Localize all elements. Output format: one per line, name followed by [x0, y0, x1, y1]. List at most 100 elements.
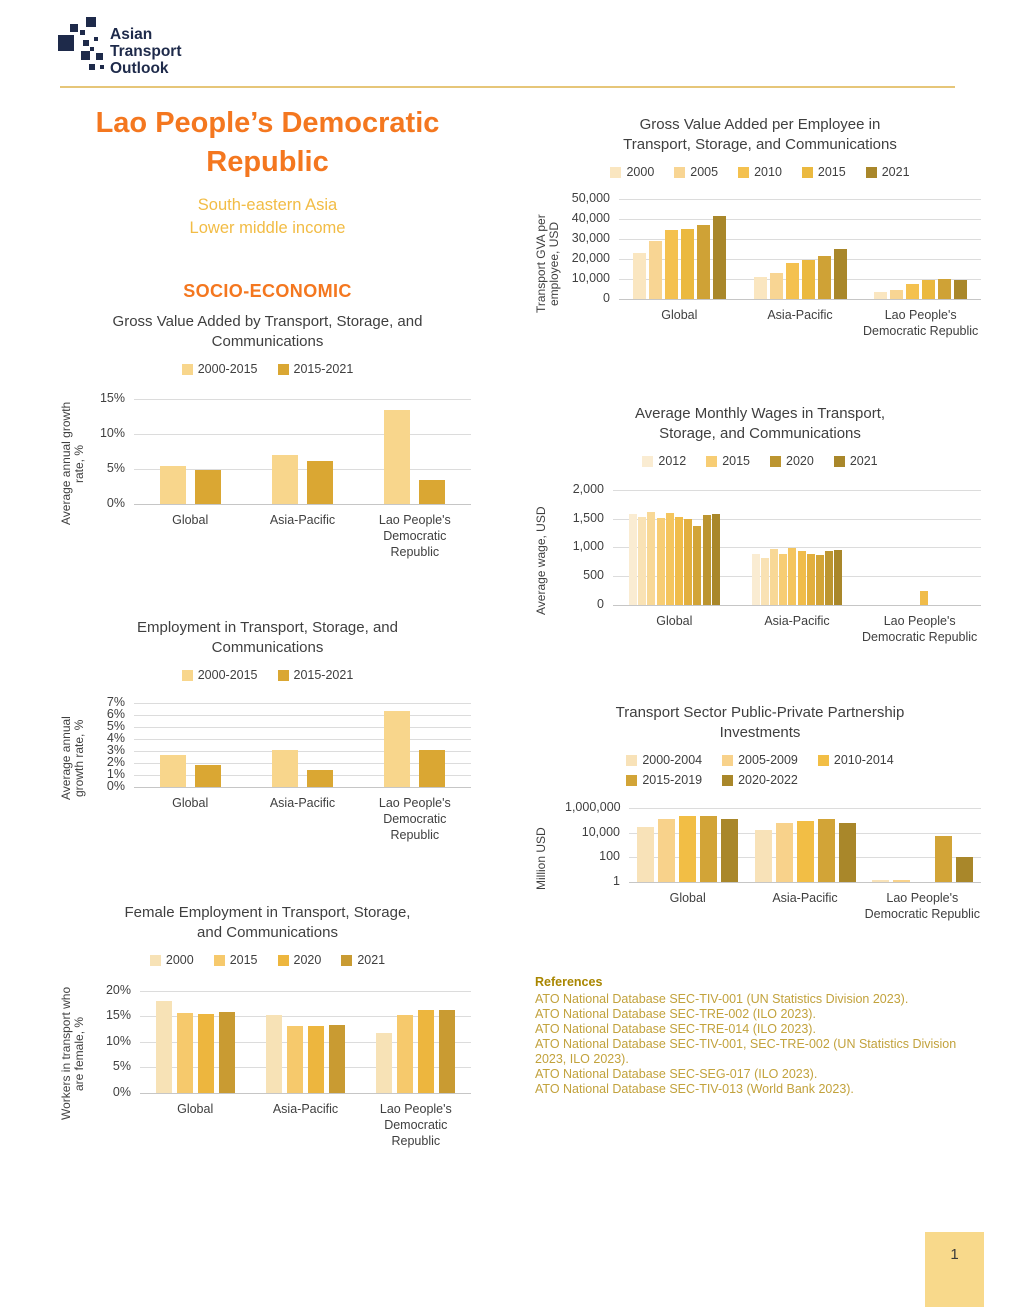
bar: [287, 1025, 303, 1093]
legend-item: 2020-2022: [722, 773, 798, 787]
legend-item: 2015: [213, 953, 258, 967]
y-tick-label: 15%: [99, 391, 125, 405]
bar: [721, 819, 739, 882]
chart-legend: 2000 2015 2020 2021: [149, 953, 386, 967]
reference-link[interactable]: ATO National Database SEC-TIV-001, SEC-T…: [535, 1037, 957, 1066]
legend-item: 2020: [277, 953, 322, 967]
chart-title: Female Employment in Transport, Storage,…: [124, 904, 411, 941]
bar: [801, 260, 815, 299]
bar: [647, 511, 656, 605]
y-axis-label: Million USD: [534, 827, 548, 891]
legend-item: 2010: [738, 165, 782, 179]
legend-item: 2015-2021: [277, 668, 353, 682]
income-subtitle: Lower middle income: [189, 219, 346, 237]
y-tick-label: 10%: [105, 1033, 131, 1048]
gridline: [134, 726, 471, 728]
chart-legend: 2000-2004 2005-2009 2010-2014 2015-2019 2020…: [626, 753, 894, 787]
gridline: [134, 714, 471, 716]
y-axis-label: Transport GVA per employee, USD: [534, 214, 561, 313]
bar: [439, 1010, 456, 1093]
reference-link[interactable]: ATO National Database SEC-TIV-013 (World…: [535, 1082, 854, 1096]
y-tick-label: 100: [599, 849, 620, 864]
legend-item: 2015: [801, 165, 846, 179]
reference-link[interactable]: ATO National Database SEC-TIV-001 (UN St…: [535, 992, 909, 1006]
section-heading-socio-economic: SOCIO-ECONOMIC: [183, 281, 352, 301]
legend-label: 2020: [786, 454, 814, 468]
bar: [159, 465, 186, 504]
legend-swatch: [181, 669, 193, 681]
legend-label: 2000-2004: [642, 753, 703, 767]
y-tick-label: 0%: [112, 1085, 131, 1099]
bar: [785, 263, 799, 299]
legend-swatch: [801, 166, 813, 178]
y-tick-label: 1,500: [572, 510, 604, 525]
gridline: [134, 774, 471, 776]
bar: [920, 590, 929, 605]
category-label: Asia-Pacific: [269, 796, 336, 810]
chart-legend: 2000 2005 2010 2015 2021: [610, 165, 910, 179]
references-heading: References: [535, 975, 603, 989]
category-label: Global: [656, 614, 693, 628]
chart-title: Gross Value Added by Transport, Storage,…: [112, 313, 423, 350]
gridline: [134, 702, 471, 704]
bar: [218, 1012, 235, 1093]
legend-item: 2000-2015: [181, 362, 258, 376]
gridline: [140, 990, 471, 992]
category-label: Lao People's Democratic Republic: [379, 1102, 452, 1148]
gridline: [629, 807, 981, 809]
legend-swatch: [642, 455, 654, 467]
bar: [159, 754, 186, 787]
legend-label: 2020: [293, 953, 322, 967]
bar: [197, 1013, 214, 1093]
bar: [693, 525, 702, 605]
legend-item: 2015-2019: [626, 773, 702, 787]
gridline: [134, 399, 471, 400]
legend-label: 2010-2014: [833, 753, 894, 767]
bar: [648, 241, 662, 299]
legend-label: 2020-2022: [738, 773, 798, 787]
gridline: [619, 279, 981, 280]
bar: [817, 819, 835, 882]
gridline: [134, 738, 471, 740]
gridline: [134, 787, 471, 788]
chart-female-employment: Female Employment in Transport, Storage,…: [59, 903, 475, 1155]
legend-label: 2010: [754, 165, 782, 179]
gridline: [619, 219, 981, 220]
legend-swatch: [626, 754, 638, 766]
bar: [376, 1033, 393, 1093]
y-tick-label: 2%: [106, 754, 125, 769]
y-tick-label: 6%: [106, 706, 125, 721]
legend-swatch: [833, 455, 845, 467]
legend-label: 2021: [357, 953, 386, 967]
reference-link[interactable]: ATO National Database SEC-SEG-017 (ILO 2…: [535, 1067, 818, 1081]
plot-area: 0% 5% 10% 15% Global Asia-Pacific Lao People's…: [100, 391, 471, 566]
ato-logo: Asian Transport Outlook: [58, 14, 288, 84]
bar: [266, 1015, 282, 1093]
bar: [769, 273, 783, 299]
category-label: Global: [172, 513, 209, 527]
page-number-tab: 1: [925, 1232, 984, 1307]
bar: [934, 836, 952, 882]
bar: [664, 230, 678, 299]
legend-item: 2000-2015: [181, 668, 258, 682]
bar: [307, 770, 333, 787]
bar: [955, 857, 973, 882]
y-tick-label: 10%: [99, 426, 125, 440]
reference-link[interactable]: ATO National Database SEC-TRE-002 (ILO 2…: [535, 1007, 816, 1021]
legend-item: 2021: [833, 454, 878, 468]
reference-link[interactable]: ATO National Database SEC-TRE-014 (ILO 2…: [535, 1022, 816, 1036]
legend-item: 2021: [865, 165, 910, 179]
y-tick-label: 15%: [105, 1008, 131, 1023]
legend-swatch: [610, 166, 622, 178]
bar: [816, 555, 824, 605]
bar: [700, 816, 718, 882]
y-axis-label: Average annual growth rate, %: [59, 401, 86, 526]
bar: [656, 518, 665, 605]
bar: [308, 1025, 324, 1093]
y-tick-label: 50,000: [571, 191, 610, 205]
category-label: Lao People's Democratic Republic: [861, 614, 978, 644]
y-tick-label: 30,000: [571, 231, 610, 245]
references-section: References ATO National Database SEC-TIV…: [535, 975, 987, 1097]
legend-swatch: [213, 954, 225, 966]
